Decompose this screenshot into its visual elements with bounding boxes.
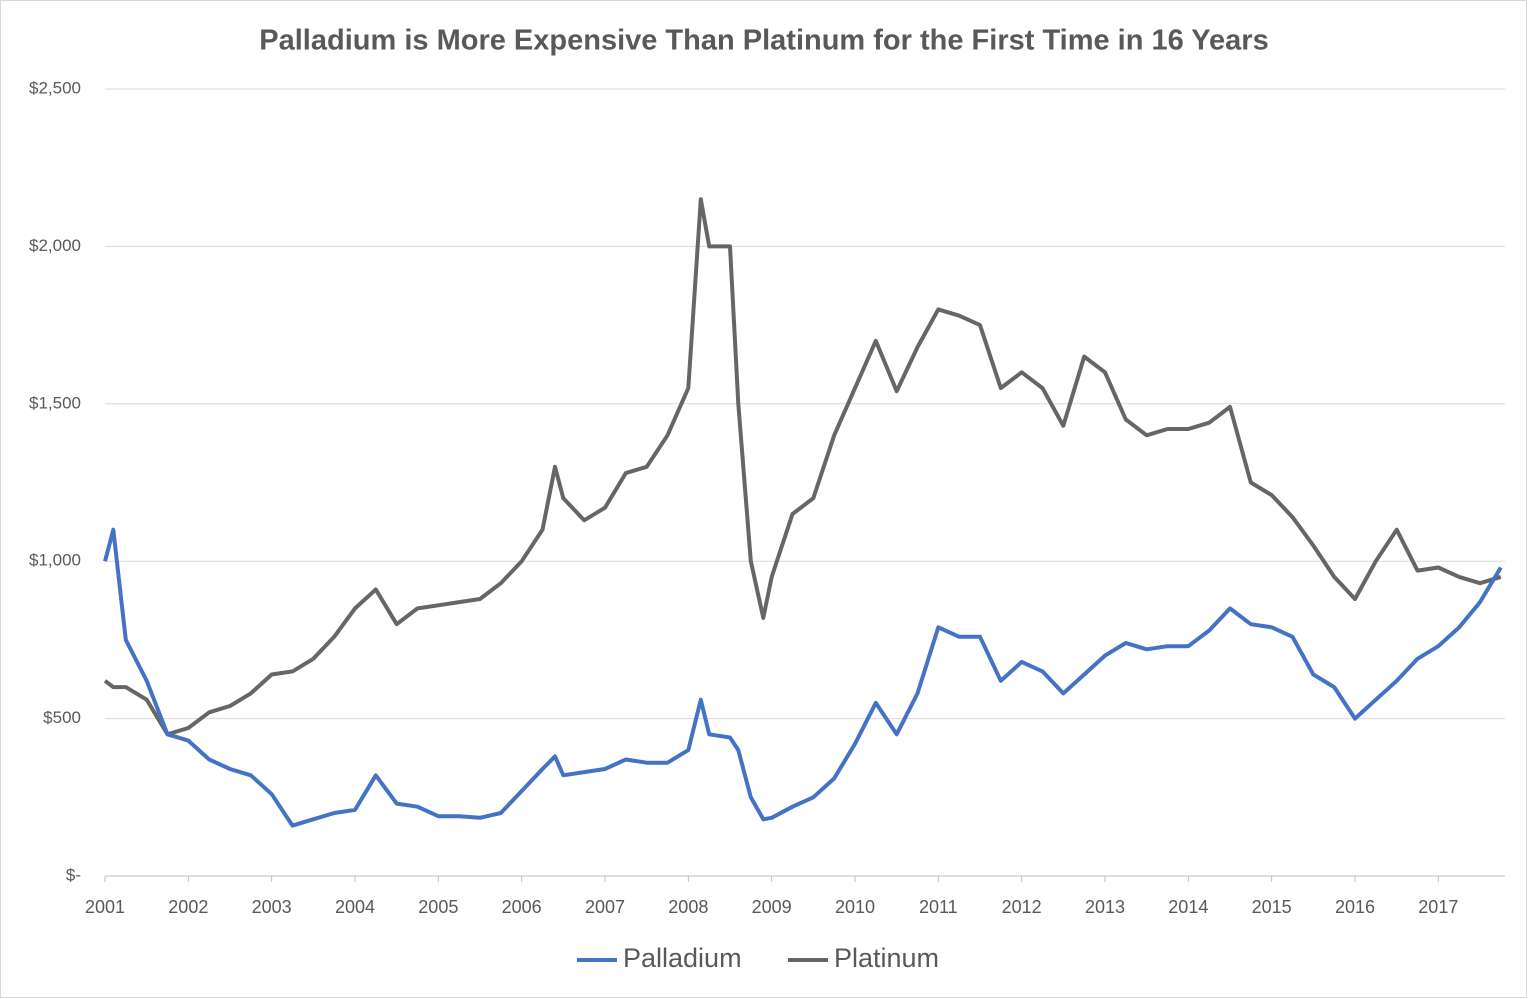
y-tick-label: $2,000 (29, 236, 81, 255)
x-tick-label: 2015 (1252, 897, 1292, 917)
y-tick-label: $1,500 (29, 393, 81, 412)
x-tick-label: 2011 (919, 897, 958, 917)
y-tick-label: $2,500 (29, 78, 81, 97)
x-tick-label: 2008 (668, 897, 708, 917)
x-tick-label: 2005 (418, 897, 458, 917)
series-line (103, 197, 1502, 737)
y-tick-label: $- (66, 865, 81, 884)
chart-title: Palladium is More Expensive Than Platinu… (259, 25, 1268, 57)
x-tick-label: 2001 (85, 897, 125, 917)
x-tick-label: 2009 (752, 897, 792, 917)
x-tick-label: 2002 (168, 897, 208, 917)
y-tick-label: $500 (43, 708, 81, 727)
x-tick-label: 2003 (252, 897, 292, 917)
x-tick-label: 2006 (502, 897, 542, 917)
x-tick-label: 2004 (335, 897, 375, 917)
legend-label: Platinum (834, 943, 939, 973)
x-tick-label: 2012 (1002, 897, 1042, 917)
x-tick-label: 2017 (1418, 897, 1458, 917)
x-tick-label: 2010 (835, 897, 875, 917)
series-line (103, 527, 1503, 828)
x-tick-label: 2016 (1335, 897, 1375, 917)
x-tick-label: 2014 (1168, 897, 1208, 917)
legend-label: Palladium (623, 943, 742, 973)
y-tick-label: $1,000 (29, 551, 81, 570)
x-tick-label: 2013 (1085, 897, 1125, 917)
x-tick-label: 2007 (585, 897, 625, 917)
